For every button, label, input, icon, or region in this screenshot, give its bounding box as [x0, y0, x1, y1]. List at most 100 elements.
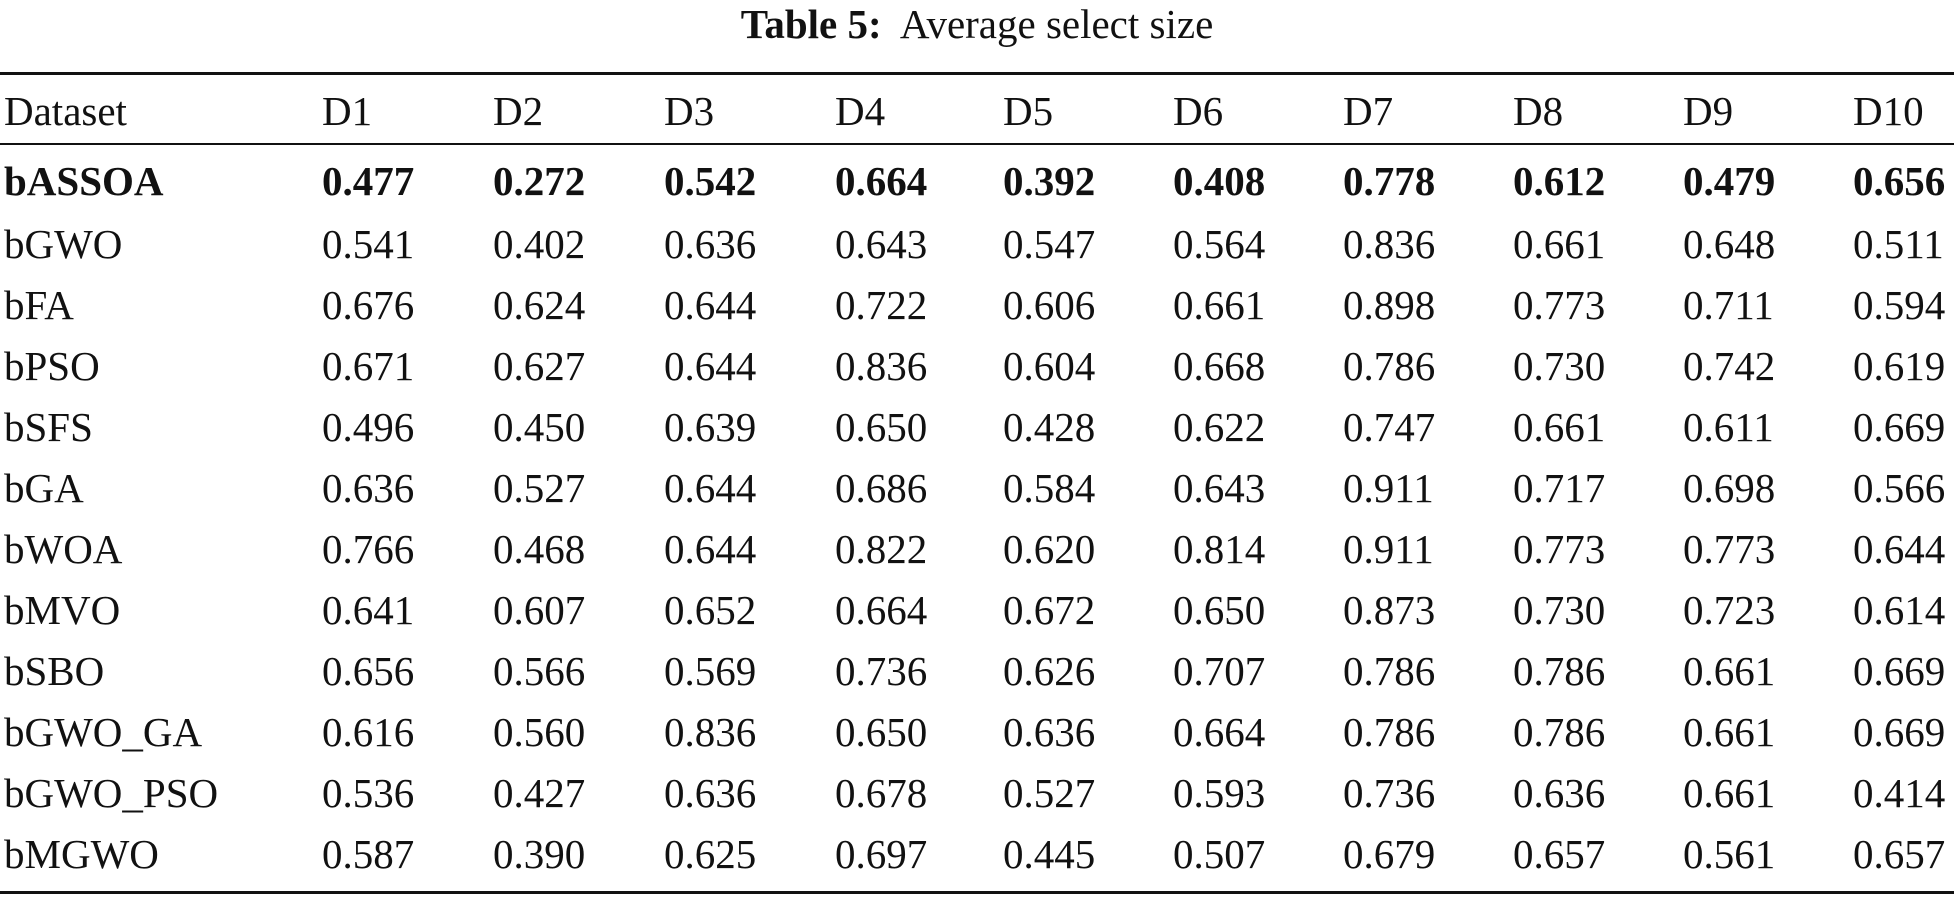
table-cell: 0.560 [493, 709, 586, 755]
row-label: bPSO [4, 343, 100, 389]
table-cell: 0.723 [1683, 587, 1776, 633]
table-cell: 0.778 [1343, 158, 1436, 204]
table-cell: 0.657 [1853, 831, 1946, 877]
table-cell: 0.527 [1003, 770, 1096, 816]
table-cell: 0.786 [1513, 709, 1606, 755]
table-top-rule [0, 72, 1954, 75]
header-row: Dataset D1 D2 D3 D4 D5 D6 D7 D8 D9 D10 [0, 82, 1948, 140]
table-cell: 0.786 [1343, 709, 1436, 755]
table-cell: 0.587 [322, 831, 415, 877]
table-cell: 0.392 [1003, 158, 1096, 204]
table-cell: 0.773 [1513, 526, 1606, 572]
table-cell: 0.661 [1513, 404, 1606, 450]
table-cell: 0.566 [493, 648, 586, 694]
table-cell: 0.773 [1513, 282, 1606, 328]
table-cell: 0.612 [1513, 158, 1606, 204]
header-cell: D10 [1853, 88, 1924, 134]
row-label: bSFS [4, 404, 93, 450]
table-cell: 0.561 [1683, 831, 1776, 877]
table-cell: 0.584 [1003, 465, 1096, 511]
header-cell: D8 [1513, 88, 1564, 134]
table-cell: 0.679 [1343, 831, 1436, 877]
table-cell: 0.450 [493, 404, 586, 450]
table-row: bMGWO 0.587 0.390 0.625 0.697 0.445 0.507 0.679… [0, 824, 1948, 885]
row-label: bWOA [4, 526, 123, 572]
row-label: bMVO [4, 587, 121, 633]
table-cell: 0.614 [1853, 587, 1946, 633]
table-cell: 0.730 [1513, 587, 1606, 633]
table-caption-title: Average select size [899, 1, 1214, 47]
table-cell: 0.569 [664, 648, 757, 694]
header-cell: D7 [1343, 88, 1394, 134]
row-label: bSBO [4, 648, 105, 694]
table-cell: 0.661 [1683, 770, 1776, 816]
table-cell: 0.747 [1343, 404, 1436, 450]
table-cell: 0.717 [1513, 465, 1606, 511]
table-cell: 0.616 [322, 709, 415, 755]
table-cell: 0.672 [1003, 587, 1096, 633]
row-label: bFA [4, 282, 74, 328]
table-cell: 0.664 [835, 587, 928, 633]
table-cell: 0.678 [835, 770, 928, 816]
table-row: bGWO 0.541 0.402 0.636 0.643 0.547 0.564 0.836 0… [0, 214, 1948, 275]
table-row: bFA 0.676 0.624 0.644 0.722 0.606 0.661 0.898 0.… [0, 275, 1948, 336]
table-cell: 0.822 [835, 526, 928, 572]
table-cell: 0.707 [1173, 648, 1266, 694]
row-label: bGWO [4, 221, 123, 267]
table-cell: 0.898 [1343, 282, 1436, 328]
table-cell: 0.697 [835, 831, 928, 877]
table-cell: 0.606 [1003, 282, 1096, 328]
table-cell: 0.736 [835, 648, 928, 694]
table-body: bASSOA 0.477 0.272 0.542 0.664 0.392 0.408 0.77… [0, 140, 1948, 885]
header-cell: D3 [664, 88, 715, 134]
table-cell: 0.541 [322, 221, 415, 267]
table-cell: 0.507 [1173, 831, 1266, 877]
table-cell: 0.664 [835, 158, 928, 204]
table-cell: 0.652 [664, 587, 757, 633]
average-select-size-table: Dataset D1 D2 D3 D4 D5 D6 D7 D8 D9 D10 bASSOA 0.477… [0, 82, 1948, 885]
table-cell: 0.620 [1003, 526, 1096, 572]
table-cell: 0.742 [1683, 343, 1776, 389]
table-cell: 0.636 [664, 221, 757, 267]
table-cell: 0.669 [1853, 709, 1946, 755]
table-cell: 0.414 [1853, 770, 1946, 816]
table-cell: 0.566 [1853, 465, 1946, 511]
table-cell: 0.636 [1003, 709, 1096, 755]
table-cell: 0.664 [1173, 709, 1266, 755]
table-cell: 0.786 [1343, 648, 1436, 694]
table-row: bGWO_PSO 0.536 0.427 0.636 0.678 0.527 0.593 0.… [0, 763, 1948, 824]
table-cell: 0.686 [835, 465, 928, 511]
table-cell: 0.607 [493, 587, 586, 633]
table-row: bSFS 0.496 0.450 0.639 0.650 0.428 0.622 0.747 0… [0, 397, 1948, 458]
table-row: bWOA 0.766 0.468 0.644 0.822 0.620 0.814 0.911 0… [0, 519, 1948, 580]
row-label: bGA [4, 465, 84, 511]
table-cell: 0.650 [835, 709, 928, 755]
table-cell: 0.428 [1003, 404, 1096, 450]
table-cell: 0.657 [1513, 831, 1606, 877]
table-cell: 0.625 [664, 831, 757, 877]
table-cell: 0.627 [493, 343, 586, 389]
table-cell: 0.671 [322, 343, 415, 389]
table-cell: 0.644 [1853, 526, 1946, 572]
table-cell: 0.593 [1173, 770, 1266, 816]
table-cell: 0.272 [493, 158, 586, 204]
table-cell: 0.626 [1003, 648, 1096, 694]
header-cell: D2 [493, 88, 544, 134]
table-cell: 0.641 [322, 587, 415, 633]
table-cell: 0.542 [664, 158, 757, 204]
table-cell: 0.650 [835, 404, 928, 450]
table-caption-label: Table 5: [740, 1, 882, 47]
table-cell: 0.656 [322, 648, 415, 694]
table-cell: 0.536 [322, 770, 415, 816]
table-cell: 0.669 [1853, 648, 1946, 694]
table-cell: 0.644 [664, 526, 757, 572]
row-label: bGWO_PSO [4, 770, 219, 816]
table-cell: 0.661 [1513, 221, 1606, 267]
table-cell: 0.511 [1853, 221, 1944, 267]
table-cell: 0.676 [322, 282, 415, 328]
table-cell: 0.468 [493, 526, 586, 572]
table-cell: 0.636 [664, 770, 757, 816]
table-cell: 0.736 [1343, 770, 1436, 816]
table-cell: 0.669 [1853, 404, 1946, 450]
header-dataset: Dataset [4, 88, 127, 134]
